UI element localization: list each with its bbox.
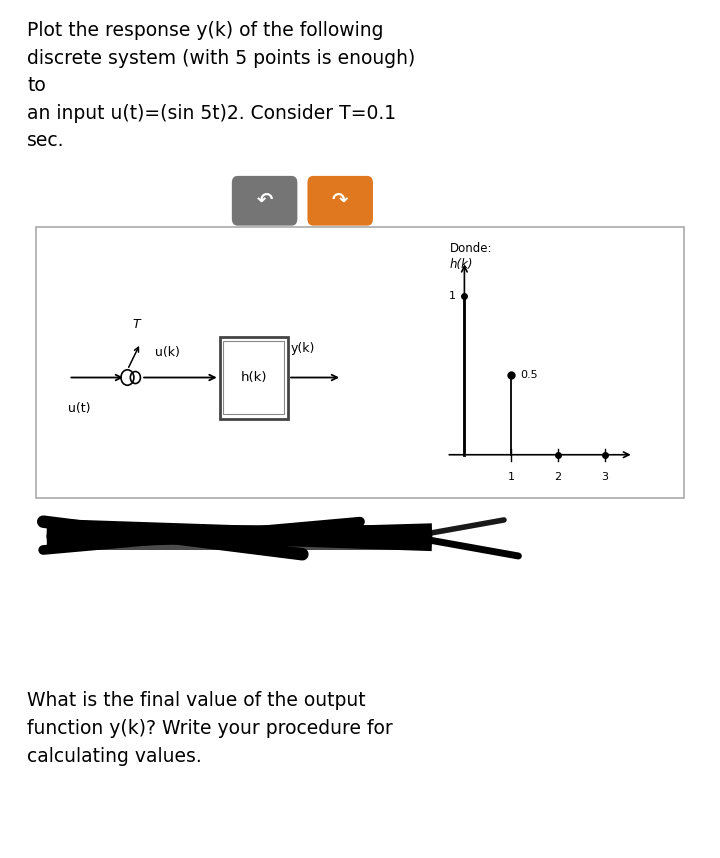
Text: 2: 2: [554, 472, 562, 482]
Text: function y(k)? Write your procedure for: function y(k)? Write your procedure for: [27, 719, 393, 738]
Text: 1: 1: [449, 291, 456, 301]
Text: 0.5: 0.5: [521, 371, 538, 380]
Text: u(k): u(k): [155, 346, 180, 359]
Text: h(k): h(k): [240, 371, 267, 384]
Text: an input u(t)=(sin 5t)2. Consider T=0.1: an input u(t)=(sin 5t)2. Consider T=0.1: [27, 104, 397, 123]
Text: u(t): u(t): [68, 402, 91, 414]
FancyBboxPatch shape: [307, 176, 373, 226]
Text: discrete system (with 5 points is enough): discrete system (with 5 points is enough…: [27, 49, 415, 68]
FancyBboxPatch shape: [36, 227, 684, 498]
Text: 1: 1: [508, 472, 515, 482]
Text: h(k): h(k): [450, 257, 474, 271]
FancyBboxPatch shape: [223, 341, 284, 414]
Text: sec.: sec.: [27, 131, 65, 150]
Text: to: to: [27, 76, 46, 95]
Text: T: T: [132, 317, 140, 331]
FancyBboxPatch shape: [232, 176, 297, 226]
Text: ↷: ↷: [332, 191, 348, 210]
Text: calculating values.: calculating values.: [27, 747, 202, 766]
Text: y(k): y(k): [291, 342, 315, 355]
Text: What is the final value of the output: What is the final value of the output: [27, 691, 366, 710]
Text: ↶: ↶: [256, 191, 273, 210]
Text: 3: 3: [601, 472, 608, 482]
Text: Donde:: Donde:: [450, 242, 492, 256]
Text: Plot the response y(k) of the following: Plot the response y(k) of the following: [27, 21, 384, 40]
FancyBboxPatch shape: [220, 337, 288, 419]
